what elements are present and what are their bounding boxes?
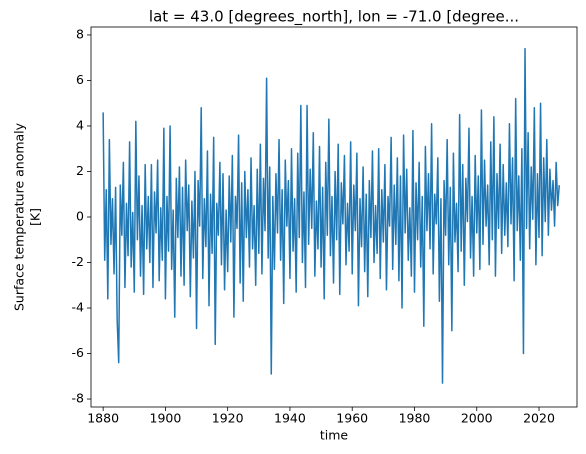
chart-title: lat = 43.0 [degrees_north], lon = -71.0 … [149,8,519,27]
y-tick-label: -4 [72,300,85,315]
x-tick-label: 2020 [523,411,555,426]
y-axis-label: [K] [28,208,43,226]
y-tick-label: 4 [76,117,84,132]
y-tick-label: -8 [72,391,85,406]
x-tick-label: 2000 [461,411,493,426]
x-tick-label: 1900 [150,411,182,426]
x-tick-label: 1960 [336,411,368,426]
plot-frame [90,26,578,408]
x-tick-label: 1920 [212,411,244,426]
y-axis-label: Surface temperature anomaly [12,122,27,311]
y-tick-label: 6 [76,72,84,87]
data-line [102,47,560,384]
y-tick-label: -2 [72,254,84,269]
y-tick-label: 0 [76,209,84,224]
y-tick-label: 8 [76,26,84,41]
y-tick-label: -6 [72,345,85,360]
x-tick-label: 1880 [87,411,119,426]
x-axis-label: time [320,428,349,443]
x-tick-label: 1940 [274,411,306,426]
x-tick-label: 1980 [399,411,431,426]
y-tick-label: 2 [76,163,84,178]
